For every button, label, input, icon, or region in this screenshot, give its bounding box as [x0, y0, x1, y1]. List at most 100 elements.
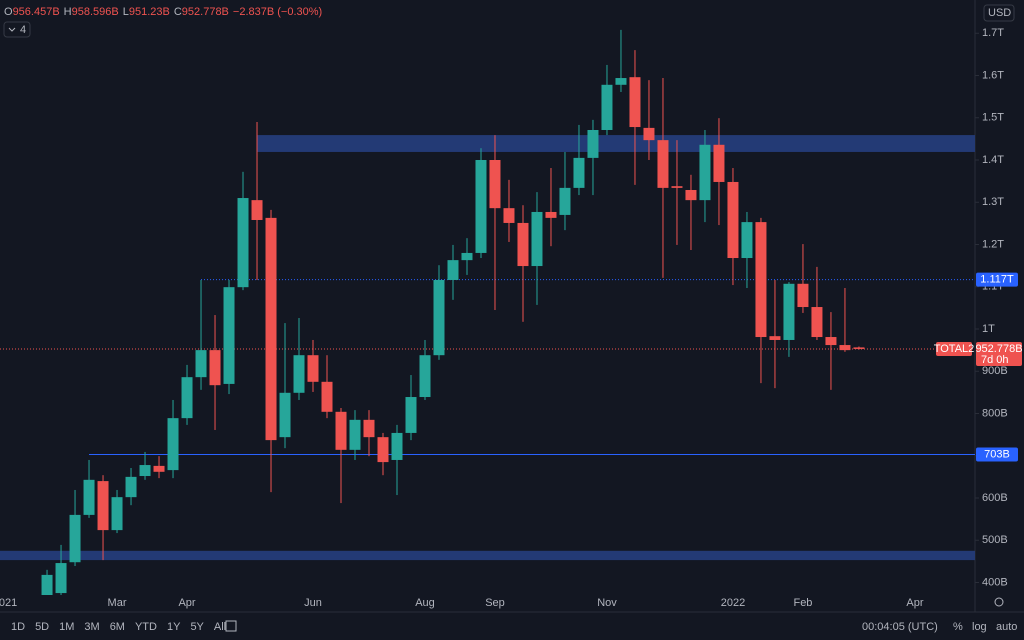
header-item: L — [123, 6, 129, 18]
candle-body — [727, 181, 739, 259]
candle-body — [643, 127, 655, 141]
candle-body — [699, 144, 711, 201]
candle-body — [69, 514, 81, 563]
header-item: 951.23B — [129, 6, 170, 18]
x-tick-label: 2021 — [0, 597, 17, 609]
candle-body — [293, 355, 305, 393]
header-item: C — [174, 6, 182, 18]
candle-body — [503, 208, 515, 223]
symbol-tag — [936, 341, 972, 356]
price-tag — [976, 341, 1022, 366]
clock: 00:04:05 (UTC) — [862, 621, 938, 633]
zone — [257, 135, 975, 152]
y-tick-label: 900B — [982, 365, 1008, 377]
x-tick-label: Apr — [178, 597, 195, 609]
candle-body — [307, 355, 319, 382]
y-tick-label: 400B — [982, 576, 1008, 588]
candle-body — [209, 350, 221, 386]
candle-body — [517, 222, 529, 267]
range-button[interactable]: 3M — [84, 621, 99, 633]
level-tag — [976, 447, 1018, 462]
candle-body — [461, 252, 473, 261]
candle-body — [657, 140, 669, 188]
scale-button[interactable]: auto — [996, 621, 1017, 633]
x-tick-label: 2022 — [721, 597, 745, 609]
plot — [0, 29, 975, 595]
candle-body — [797, 283, 809, 308]
candle-body — [265, 217, 277, 441]
compare-icon[interactable] — [225, 620, 237, 632]
level-label: 1.117T — [980, 273, 1014, 285]
candle-body — [139, 465, 151, 477]
candle-body — [83, 479, 95, 515]
candle-body — [839, 345, 851, 351]
x-tick-label: Mar — [108, 597, 127, 609]
candle-body — [629, 77, 641, 128]
candle-body — [811, 307, 823, 338]
x-tick-label: Nov — [597, 597, 617, 609]
candle-body — [111, 497, 123, 531]
range-button[interactable]: 6M — [110, 621, 125, 633]
indicator-toggle[interactable] — [3, 21, 31, 38]
settings-icon[interactable] — [994, 597, 1004, 607]
candle-body — [475, 159, 487, 253]
range-button[interactable]: 5Y — [190, 621, 204, 633]
candle-body — [615, 78, 627, 85]
level-tag — [976, 272, 1018, 287]
price-label: 952.778B — [975, 343, 1022, 355]
candle-body — [447, 260, 459, 280]
currency-button[interactable] — [983, 4, 1015, 22]
y-tick-label: 1.4T — [982, 154, 1004, 166]
header-item: H — [64, 6, 72, 18]
candle-body — [671, 186, 683, 188]
range-button[interactable]: YTD — [135, 621, 157, 633]
candle-body — [41, 574, 53, 595]
y-tick-label: 1T — [982, 323, 995, 335]
candle-body — [853, 347, 865, 349]
candle-body — [433, 279, 445, 356]
scale-button[interactable]: % — [953, 621, 963, 633]
range-button[interactable]: 1D — [11, 621, 25, 633]
symbol-label: TOTAL2 — [934, 343, 975, 355]
y-tick-label: 500B — [982, 534, 1008, 546]
candle-body — [335, 411, 347, 450]
candle-body — [741, 222, 753, 259]
candle-body — [181, 377, 193, 419]
candle-body — [755, 222, 767, 338]
candle-body — [489, 159, 501, 209]
header-item: 958.596B — [72, 6, 119, 18]
range-button[interactable]: 5D — [35, 621, 49, 633]
header-item: 956.457B — [13, 6, 60, 18]
countdown: 7d 0h — [981, 354, 1009, 366]
candle-body — [783, 283, 795, 340]
range-button[interactable]: 1M — [59, 621, 74, 633]
x-tick-label: Aug — [415, 597, 435, 609]
candle-body — [55, 563, 67, 594]
candle-body — [713, 144, 725, 182]
candle-body — [195, 350, 207, 378]
y-tick-label: 1.7T — [982, 27, 1004, 39]
candle-body — [391, 432, 403, 460]
candle-body — [167, 418, 179, 471]
candle-body — [685, 189, 697, 201]
header-item: 952.778B — [182, 6, 229, 18]
candle-body — [531, 211, 543, 267]
range-button[interactable]: 1Y — [167, 621, 181, 633]
candle-body — [601, 84, 613, 131]
candle-body — [573, 157, 585, 188]
candle-body — [237, 198, 249, 288]
y-tick-label: 800B — [982, 407, 1008, 419]
range-button[interactable]: All — [214, 621, 226, 633]
candle-body — [545, 211, 557, 218]
chevron — [8, 27, 16, 32]
scale-button[interactable]: log — [972, 621, 987, 633]
x-tick-label: Feb — [793, 597, 812, 609]
candle-body — [321, 381, 333, 412]
y-tick-label: 1.3T — [982, 196, 1004, 208]
header-item: −2.837B (−0.30%) — [233, 6, 322, 18]
candle-body — [825, 337, 837, 346]
level-label: 703B — [984, 448, 1010, 460]
